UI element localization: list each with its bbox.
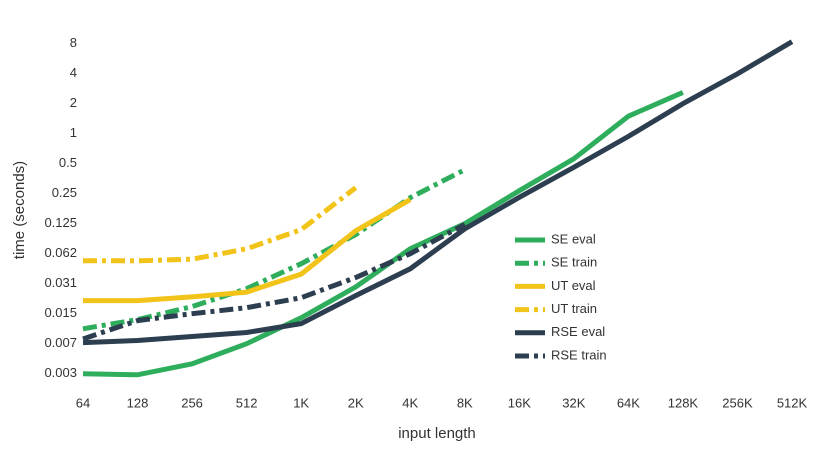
y-tick-label: 8 bbox=[70, 35, 77, 50]
y-tick-label: 0.125 bbox=[44, 215, 77, 230]
x-tick-label: 64 bbox=[76, 395, 90, 410]
x-tick-label: 512K bbox=[777, 395, 808, 410]
x-tick-label: 256 bbox=[181, 395, 203, 410]
legend-label: SE train bbox=[551, 255, 597, 270]
x-tick-label: 32K bbox=[562, 395, 585, 410]
x-tick-label: 256K bbox=[722, 395, 753, 410]
y-tick-label: 1 bbox=[70, 125, 77, 140]
y-tick-label: 4 bbox=[70, 65, 77, 80]
y-tick-label: 0.25 bbox=[52, 185, 77, 200]
y-tick-label: 0.5 bbox=[59, 155, 77, 170]
y-tick-label: 0.003 bbox=[44, 365, 77, 380]
legend-label: SE eval bbox=[551, 231, 596, 246]
x-tick-label: 64K bbox=[617, 395, 640, 410]
x-tick-label: 128 bbox=[127, 395, 149, 410]
x-tick-label: 4K bbox=[402, 395, 418, 410]
x-axis-label: input length bbox=[398, 425, 476, 442]
x-tick-label: 16K bbox=[508, 395, 531, 410]
x-tick-label: 2K bbox=[348, 395, 364, 410]
legend-label: RSE eval bbox=[551, 324, 605, 339]
series-line bbox=[82, 222, 466, 342]
legend-label: UT train bbox=[551, 301, 597, 316]
series-line bbox=[83, 197, 412, 304]
x-tick-label: 512 bbox=[236, 395, 258, 410]
y-tick-label: 0.015 bbox=[44, 305, 77, 320]
y-tick-label: 0.007 bbox=[44, 335, 77, 350]
y-axis-label: time (seconds) bbox=[11, 161, 28, 259]
legend-label: UT eval bbox=[551, 278, 596, 293]
series-line bbox=[82, 39, 794, 346]
y-tick-label: 2 bbox=[70, 95, 77, 110]
x-tick-label: 8K bbox=[457, 395, 473, 410]
y-tick-label: 0.031 bbox=[44, 275, 77, 290]
x-tick-label: 1K bbox=[293, 395, 309, 410]
y-tick-label: 0.062 bbox=[44, 245, 77, 260]
series-line bbox=[83, 185, 358, 264]
x-tick-label: 128K bbox=[668, 395, 699, 410]
legend-label: RSE train bbox=[551, 347, 607, 362]
